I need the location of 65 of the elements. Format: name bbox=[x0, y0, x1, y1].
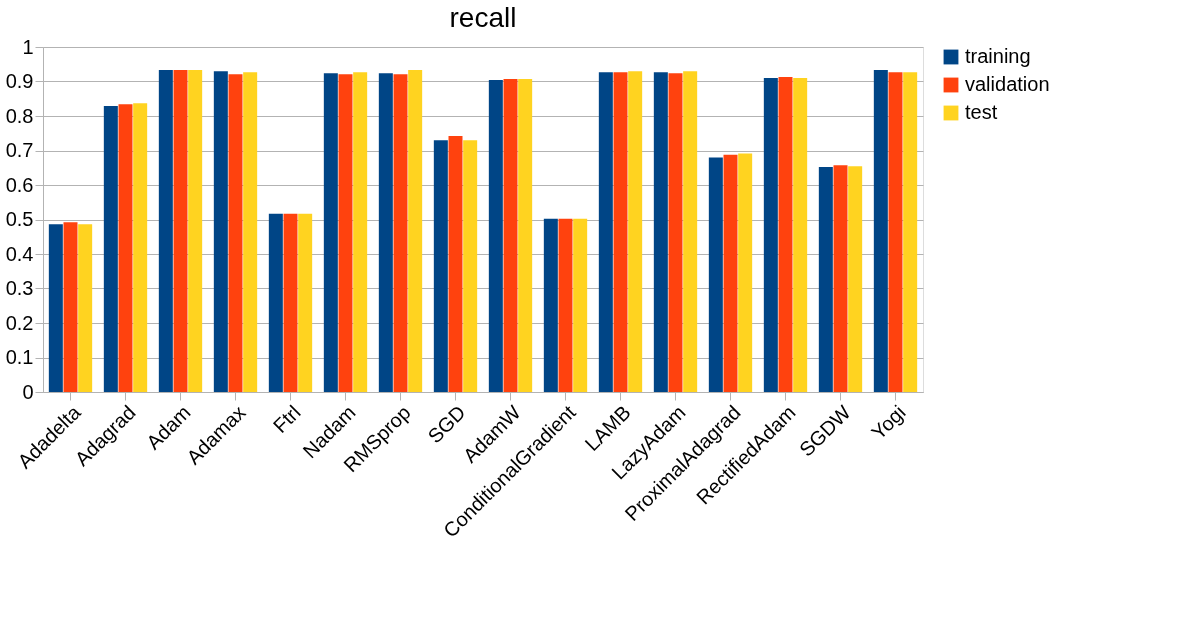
bar bbox=[668, 73, 683, 392]
bar bbox=[63, 222, 78, 392]
bar bbox=[433, 140, 448, 392]
x-tick-label: Ftrl bbox=[268, 401, 305, 438]
bar bbox=[103, 106, 118, 392]
bar bbox=[323, 73, 338, 392]
bar bbox=[738, 153, 753, 392]
y-tick-label: 0.7 bbox=[5, 139, 34, 161]
y-tick-label: 0.9 bbox=[5, 70, 34, 92]
bar bbox=[848, 166, 863, 392]
bar bbox=[558, 218, 573, 392]
bar bbox=[463, 140, 478, 392]
y-tick-label: 0.8 bbox=[5, 104, 34, 127]
bar bbox=[628, 71, 643, 392]
bar bbox=[488, 80, 503, 392]
bar bbox=[158, 70, 173, 392]
bar bbox=[338, 74, 353, 392]
y-tick-label: 1 bbox=[22, 35, 34, 58]
y-tick-label: 0.6 bbox=[5, 173, 34, 196]
bar bbox=[903, 72, 918, 392]
bar bbox=[873, 70, 888, 392]
y-tick-label: 0.4 bbox=[5, 242, 34, 265]
bar bbox=[503, 79, 518, 392]
bar bbox=[573, 218, 588, 392]
bar bbox=[888, 72, 903, 392]
y-tick-label: 0.1 bbox=[5, 346, 34, 368]
bar bbox=[228, 74, 243, 392]
bar bbox=[793, 78, 808, 392]
bar bbox=[598, 72, 613, 392]
bar bbox=[268, 213, 283, 392]
y-tick-label: 0 bbox=[22, 380, 34, 403]
bar bbox=[518, 79, 533, 392]
bar bbox=[763, 78, 778, 392]
bar bbox=[833, 165, 848, 392]
bar bbox=[818, 167, 833, 392]
legend-label: training bbox=[965, 45, 1031, 67]
bar bbox=[173, 70, 188, 392]
x-tick-label: Yogi bbox=[867, 401, 910, 444]
bar bbox=[298, 213, 313, 392]
bar bbox=[188, 70, 203, 392]
bar bbox=[243, 72, 258, 392]
bar bbox=[723, 154, 738, 392]
bar bbox=[613, 72, 628, 392]
chart-title: recall bbox=[449, 2, 517, 33]
bar bbox=[78, 224, 93, 392]
bar bbox=[408, 70, 423, 392]
bar bbox=[543, 218, 558, 392]
bar bbox=[213, 71, 228, 392]
bar bbox=[393, 74, 408, 392]
bar bbox=[448, 136, 463, 392]
bar bbox=[283, 213, 298, 392]
bar bbox=[778, 77, 793, 392]
bar bbox=[378, 73, 393, 392]
bar bbox=[683, 71, 698, 392]
y-tick-label: 0.2 bbox=[5, 311, 34, 334]
y-tick-label: 0.5 bbox=[5, 208, 34, 230]
bar bbox=[653, 72, 668, 392]
bar bbox=[708, 157, 723, 392]
legend-label: test bbox=[965, 101, 998, 123]
y-tick-label: 0.3 bbox=[5, 277, 34, 299]
bar bbox=[118, 104, 133, 392]
bar bbox=[133, 103, 148, 392]
bar bbox=[353, 72, 368, 392]
bar bbox=[48, 224, 63, 392]
legend-label: validation bbox=[965, 73, 1050, 95]
